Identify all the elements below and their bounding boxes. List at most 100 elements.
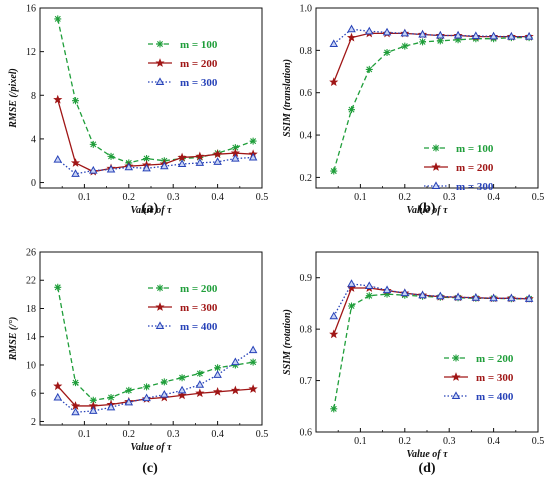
series-line bbox=[333, 287, 530, 335]
data-point bbox=[143, 383, 151, 391]
data-point bbox=[330, 167, 338, 175]
y-tick-label: 0.6 bbox=[300, 88, 313, 99]
data-point bbox=[54, 283, 62, 291]
series-line bbox=[333, 37, 530, 172]
data-point bbox=[507, 31, 516, 40]
y-tick-label: 26 bbox=[26, 248, 36, 259]
series-m-100 bbox=[54, 15, 257, 167]
plot-frame bbox=[315, 251, 539, 433]
data-point bbox=[471, 31, 481, 39]
data-point bbox=[231, 144, 239, 152]
y-tick-label: 4 bbox=[31, 134, 36, 145]
y-tick-label: 16 bbox=[26, 4, 36, 15]
data-point bbox=[53, 392, 63, 401]
data-point bbox=[436, 37, 444, 45]
legend: m = 100 m = 200 m = 300 bbox=[424, 143, 494, 193]
panel-b: 0.1 0.2 0.3 0.4 0.5 0.2 0.4 0.6 0.8 1.0 Value of τ… bbox=[282, 4, 544, 217]
data-point bbox=[177, 152, 187, 162]
data-point bbox=[524, 294, 534, 302]
legend-entry: m = 100 bbox=[456, 143, 494, 155]
series-m-100 bbox=[330, 34, 533, 175]
data-point bbox=[347, 24, 356, 33]
panel-label: (a) bbox=[142, 201, 159, 216]
data-point bbox=[400, 288, 410, 297]
series-line bbox=[333, 28, 530, 45]
y-tick-label: 0.8 bbox=[300, 46, 313, 57]
data-point bbox=[89, 140, 97, 148]
legend-entry: m = 300 bbox=[180, 302, 218, 314]
legend-marker bbox=[155, 302, 165, 311]
x-tick-label: 0.1 bbox=[78, 429, 91, 440]
data-point bbox=[248, 345, 258, 354]
data-point bbox=[212, 149, 223, 159]
y-tick-label: 0.7 bbox=[300, 376, 313, 387]
y-tick-label: 12 bbox=[26, 47, 36, 58]
legend-marker bbox=[155, 58, 165, 67]
data-point bbox=[160, 378, 168, 386]
data-point bbox=[212, 386, 223, 396]
data-point bbox=[248, 152, 258, 161]
data-point bbox=[249, 137, 257, 145]
x-tick-label: 0.5 bbox=[532, 436, 545, 447]
data-point bbox=[195, 151, 205, 161]
x-tick-label: 0.2 bbox=[123, 192, 136, 203]
data-point bbox=[471, 293, 481, 301]
data-point bbox=[177, 159, 187, 168]
legend-marker bbox=[431, 181, 441, 190]
panel-label: (d) bbox=[418, 461, 435, 476]
x-axis-label: Value of τ bbox=[406, 205, 448, 216]
data-point bbox=[231, 357, 240, 366]
series-m-300 bbox=[53, 381, 258, 410]
series-m-200 bbox=[53, 94, 258, 176]
legend-entry: m = 200 bbox=[180, 58, 218, 70]
data-point bbox=[524, 31, 534, 40]
series-m-400 bbox=[53, 345, 258, 416]
data-point bbox=[347, 279, 356, 287]
legend-marker bbox=[156, 40, 164, 48]
data-point bbox=[248, 384, 258, 393]
legend-marker bbox=[452, 354, 460, 362]
data-point bbox=[195, 158, 205, 166]
y-tick-label: 0.9 bbox=[300, 273, 313, 284]
legend-entry: m = 200 bbox=[180, 283, 218, 295]
data-point bbox=[436, 30, 445, 39]
data-point bbox=[213, 370, 222, 378]
data-point bbox=[454, 36, 462, 44]
y-tick-label: 6 bbox=[31, 389, 36, 400]
data-point bbox=[418, 290, 427, 299]
x-tick-label: 0.1 bbox=[354, 436, 367, 447]
data-point bbox=[230, 385, 240, 395]
y-axis-label: SSIM (rotation) bbox=[282, 309, 293, 375]
data-point bbox=[70, 158, 81, 167]
data-point bbox=[125, 386, 133, 394]
x-tick-label: 0.4 bbox=[211, 192, 224, 203]
series-line bbox=[57, 156, 254, 175]
data-point bbox=[365, 292, 373, 300]
y-tick-label: 0.4 bbox=[300, 131, 313, 142]
y-tick-label: 0 bbox=[31, 178, 36, 189]
x-tick-label: 0.4 bbox=[211, 429, 224, 440]
series-m-300 bbox=[53, 152, 258, 177]
panel-label: (b) bbox=[418, 201, 435, 216]
y-tick-label: 0.6 bbox=[300, 428, 313, 439]
series-m-300 bbox=[329, 24, 534, 48]
data-point bbox=[143, 155, 151, 163]
legend-entry: m = 300 bbox=[456, 181, 494, 193]
legend-marker bbox=[155, 77, 165, 86]
series-line bbox=[333, 283, 530, 317]
data-point bbox=[195, 380, 205, 388]
data-point bbox=[124, 397, 134, 406]
legend-marker bbox=[451, 391, 461, 400]
legend-entry: m = 300 bbox=[180, 77, 218, 89]
x-tick-label: 0.3 bbox=[443, 436, 456, 447]
y-tick-label: 8 bbox=[31, 91, 36, 102]
data-point bbox=[329, 39, 339, 48]
data-point bbox=[142, 163, 151, 172]
y-tick-label: 1.0 bbox=[300, 4, 313, 15]
series-line bbox=[57, 18, 254, 164]
y-axis-label: RMSE (/°) bbox=[8, 317, 19, 362]
x-tick-label: 0.5 bbox=[532, 192, 545, 203]
x-tick-label: 0.2 bbox=[123, 429, 136, 440]
data-point bbox=[89, 396, 97, 404]
